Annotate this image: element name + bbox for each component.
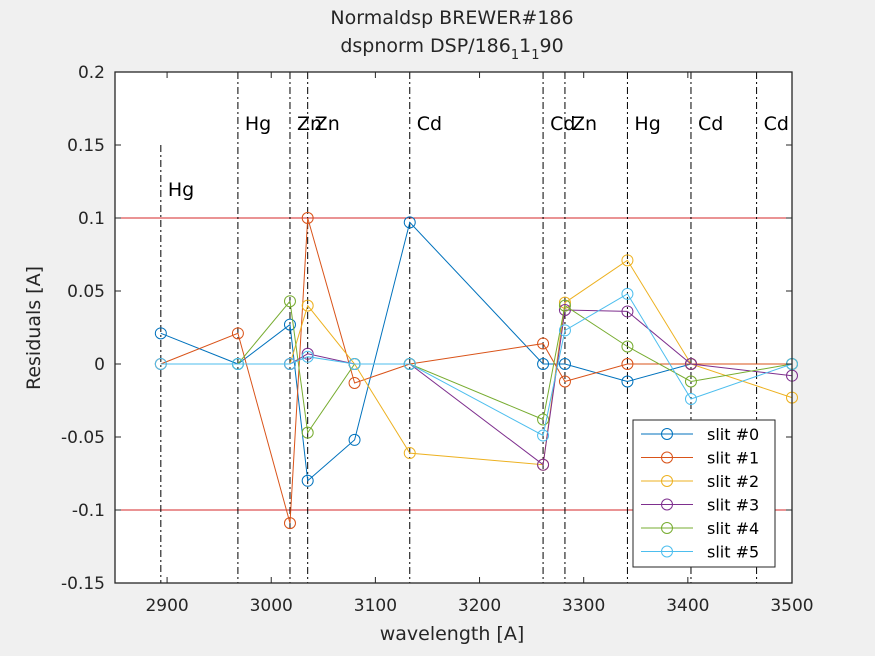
- subtitle-subscript: 1: [511, 48, 519, 63]
- spectral-line-label: Hg: [245, 113, 271, 135]
- data-point: [154, 327, 167, 340]
- x-tick-label: 3500: [770, 596, 813, 616]
- data-point: [621, 358, 634, 370]
- data-point: [301, 299, 314, 312]
- spectral-line-label: Cd: [550, 113, 575, 135]
- y-tick-label: 0.15: [67, 136, 105, 156]
- series-line-4: [237, 300, 793, 434]
- legend-label: slit #4: [707, 519, 759, 538]
- data-point: [403, 358, 416, 370]
- series-line-5: [160, 293, 793, 437]
- x-tick-label: 3100: [354, 596, 397, 616]
- spectral-line-label: Cd: [764, 113, 789, 135]
- subtitle-part: 90: [540, 35, 564, 57]
- spectral-line-label: Hg: [634, 113, 660, 135]
- legend-label: slit #2: [707, 472, 759, 491]
- plot-frame: [114, 71, 793, 584]
- data-point: [558, 299, 571, 312]
- x-tick-label: 3200: [458, 596, 501, 616]
- data-point: [348, 376, 361, 389]
- data-point: [231, 327, 244, 340]
- data-point: [348, 358, 361, 370]
- x-tick-label: 3000: [250, 596, 293, 616]
- y-tick-label: -0.15: [61, 574, 105, 594]
- data-point: [621, 254, 634, 267]
- spectral-line-label: Cd: [417, 113, 442, 135]
- legend-marker: [661, 545, 673, 558]
- data-point: [301, 212, 314, 224]
- x-tick-label: 2900: [145, 596, 188, 616]
- legend-marker: [661, 522, 673, 534]
- y-tick-label: 0.05: [67, 282, 105, 302]
- legend-marker: [661, 498, 673, 511]
- data-point: [537, 429, 550, 442]
- chart-subtitle: dspnorm DSP/18611190: [340, 35, 563, 63]
- spectral-line-label: Zn: [297, 113, 322, 135]
- data-point: [537, 458, 550, 471]
- x-tick-label: 3300: [562, 596, 605, 616]
- data-point: [621, 375, 634, 388]
- legend-label: slit #1: [707, 449, 759, 468]
- data-point: [301, 426, 314, 439]
- data-point: [621, 287, 634, 300]
- y-tick-label: 0.1: [78, 209, 105, 229]
- data-point: [558, 358, 571, 370]
- data-point: [283, 517, 296, 530]
- data-point: [558, 375, 571, 388]
- legend-label: slit #0: [707, 425, 759, 444]
- y-tick-label: 0: [94, 355, 105, 375]
- y-tick-label: 0.2: [78, 63, 105, 83]
- series-line-3: [289, 309, 793, 466]
- data-point: [301, 350, 314, 363]
- data-point: [283, 358, 296, 370]
- y-axis-label: Residuals [A]: [23, 266, 45, 390]
- y-tick-label: -0.05: [61, 428, 105, 448]
- data-point: [348, 433, 361, 446]
- data-point: [537, 337, 550, 350]
- subtitle-subscript: 1: [531, 48, 539, 63]
- data-point: [283, 295, 296, 308]
- data-point: [231, 358, 244, 370]
- spectral-line-label: Zn: [572, 113, 597, 135]
- data-point: [403, 216, 416, 229]
- data-point: [621, 305, 634, 318]
- data-point: [301, 474, 314, 487]
- spectral-line-label: Hg: [168, 179, 194, 201]
- spectral-line-label: Zn: [315, 113, 340, 135]
- data-point: [403, 447, 416, 460]
- legend-marker: [661, 451, 673, 464]
- data-point: [558, 303, 571, 316]
- y-tick-label: -0.1: [72, 501, 105, 521]
- data-point: [684, 393, 697, 406]
- data-point: [283, 318, 296, 331]
- legend-label: slit #5: [707, 543, 759, 562]
- legend-marker: [661, 475, 673, 487]
- legend-marker: [661, 428, 673, 440]
- data-point: [558, 324, 571, 337]
- data-point: [301, 347, 314, 360]
- data-point: [537, 413, 550, 426]
- spectral-line-label: Cd: [698, 113, 723, 135]
- legend: slit #0 slit #1 slit #2 slit #3 slit #4 slit …: [632, 419, 776, 568]
- legend-label: slit #3: [707, 496, 759, 515]
- data-point: [558, 296, 571, 309]
- subtitle-part: dspnorm DSP/186: [340, 35, 511, 57]
- legend-box: [632, 419, 776, 568]
- data-point: [684, 375, 697, 388]
- data-point: [154, 358, 167, 370]
- data-point: [684, 358, 697, 370]
- chart-title: Normaldsp BREWER#186: [330, 7, 573, 29]
- subtitle-part: 1: [519, 35, 531, 57]
- x-axis-label: wavelength [A]: [380, 623, 525, 645]
- x-tick-label: 3400: [666, 596, 709, 616]
- data-point: [537, 358, 550, 370]
- data-point: [621, 340, 634, 353]
